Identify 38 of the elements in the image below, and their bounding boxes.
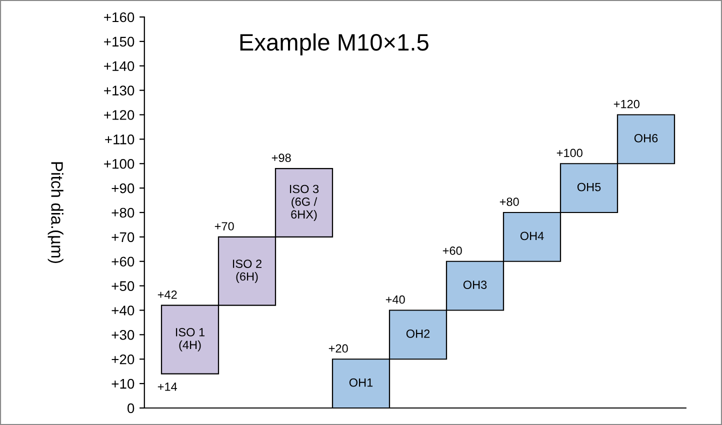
x-tick-label: OH5: [577, 182, 601, 192]
x-tick-label: ISO 3 (6G / 6HX): [290, 184, 319, 221]
y-tick-label: 0: [127, 403, 134, 414]
y-tick-label: +10: [112, 378, 134, 389]
y-tick-label: +120: [104, 110, 134, 120]
x-tick-label: ISO 1 (4H): [176, 328, 205, 352]
annotation: +70: [214, 222, 234, 230]
annotation: +120: [614, 100, 640, 108]
y-axis-title: Pitch dia.(µm): [48, 162, 64, 264]
x-tick-label: OH3: [463, 280, 487, 289]
annotation: +98: [272, 154, 291, 162]
annotation: +42: [158, 290, 177, 299]
y-tick-label: +130: [104, 86, 134, 96]
annotation: +80: [500, 198, 519, 206]
x-tick-label: OH1: [349, 378, 373, 387]
y-tick-label: +40: [112, 306, 134, 316]
x-tick-label: OH2: [406, 329, 430, 338]
y-tick-label: +60: [112, 256, 134, 267]
x-tick-label: OH6: [634, 134, 658, 142]
y-tick-label: +50: [112, 281, 134, 291]
x-tick-label: OH4: [520, 232, 544, 240]
y-tick-label: +100: [104, 158, 134, 169]
y-tick-label: +30: [112, 330, 134, 340]
annotation: +60: [442, 246, 462, 255]
y-tick-label: +20: [112, 354, 134, 364]
text: Example M10×1.5: [240, 33, 428, 56]
annotation: +20: [328, 344, 348, 353]
annotation: +40: [386, 295, 405, 304]
y-tick-label: +70: [112, 232, 134, 242]
y-tick-label: +160: [104, 12, 134, 22]
annotation: +14: [158, 382, 178, 391]
annotation: +100: [556, 148, 582, 158]
y-tick-label: +90: [112, 183, 134, 194]
y-tick-label: +80: [112, 208, 134, 218]
y-tick-label: +150: [104, 36, 134, 47]
y-tick-label: +140: [104, 61, 134, 72]
x-tick-label: ISO 2 (6H): [233, 260, 262, 284]
y-tick-label: +110: [105, 134, 134, 144]
